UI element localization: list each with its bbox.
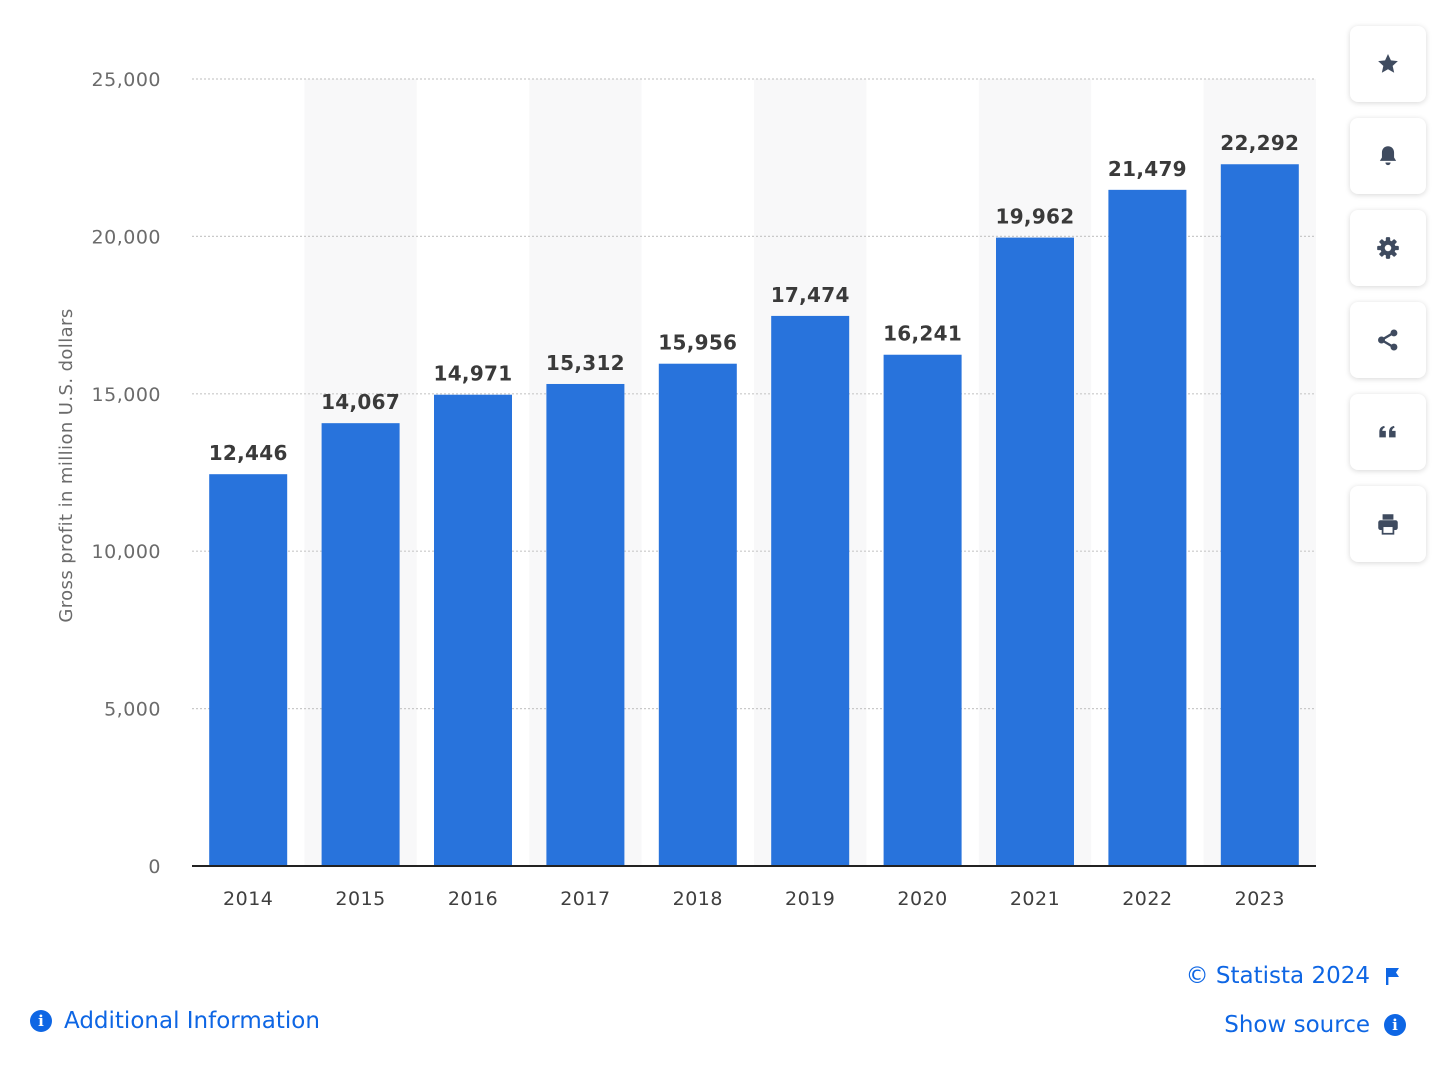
bar [1220,164,1299,867]
quote-icon [1379,425,1396,438]
x-tick-label: 2022 [1122,888,1172,910]
x-tick-label: 2015 [335,888,385,910]
y-tick-label: 15,000 [92,384,161,406]
share-icon [1378,329,1398,351]
info-icon: i [1384,1014,1406,1036]
data-label: 14,067 [321,390,400,414]
data-label: 12,446 [209,441,288,465]
x-tick-label: 2019 [785,888,835,910]
y-tick-label: 5,000 [104,699,161,721]
data-label: 15,956 [658,331,737,355]
x-tick-label: 2018 [673,888,723,910]
star-icon [1378,54,1398,73]
info-icon: i [30,1010,52,1032]
data-label: 22,292 [1220,131,1299,155]
additional-information-text: Additional Information [64,1008,320,1034]
print-button[interactable] [1350,486,1426,562]
bar [996,237,1074,866]
additional-information-link[interactable]: i Additional Information [30,1008,320,1034]
bell-icon [1379,146,1397,166]
flag-icon [1386,968,1399,985]
show-source-text: Show source [1224,1012,1370,1038]
bar [883,354,962,866]
gear-icon [1377,237,1399,259]
favorite-button[interactable] [1350,26,1426,102]
y-axis-title: Gross profit in million U.S. dollars [56,308,77,622]
notification-button[interactable] [1350,118,1426,194]
bar [658,363,737,866]
copyright-link[interactable]: © Statista 2024 [1186,963,1402,989]
bar [209,474,288,866]
copyright-text: © Statista 2024 [1185,963,1370,989]
y-tick-label: 0 [148,856,161,878]
settings-button[interactable] [1350,210,1426,286]
cite-button[interactable] [1350,394,1426,470]
data-label: 21,479 [1108,157,1187,181]
bar [434,394,512,866]
y-tick-label: 25,000 [92,69,161,91]
x-tick-label: 2016 [448,888,498,910]
share-button[interactable] [1350,302,1426,378]
data-label: 14,971 [434,362,513,386]
show-source-link[interactable]: Show source i [1224,1012,1406,1038]
y-tick-label: 20,000 [92,226,161,248]
data-label: 15,312 [546,351,625,375]
chart-toolbar [1350,26,1426,578]
bar [546,383,625,866]
y-tick-label: 10,000 [92,541,161,563]
printer-icon [1378,514,1398,535]
x-tick-label: 2014 [223,888,273,910]
x-tick-label: 2017 [560,888,610,910]
x-tick-label: 2020 [897,888,947,910]
data-label: 17,474 [771,283,850,307]
data-label: 16,241 [883,322,962,346]
x-tick-label: 2023 [1235,888,1285,910]
data-label: 19,962 [996,205,1075,229]
bar-chart: 0 5,000 10,000 15,000 20,000 25,000 12,446 2014… [56,69,1316,910]
x-tick-label: 2021 [1010,888,1060,910]
bar [321,423,400,866]
bar [771,315,850,867]
bar [1108,189,1187,867]
